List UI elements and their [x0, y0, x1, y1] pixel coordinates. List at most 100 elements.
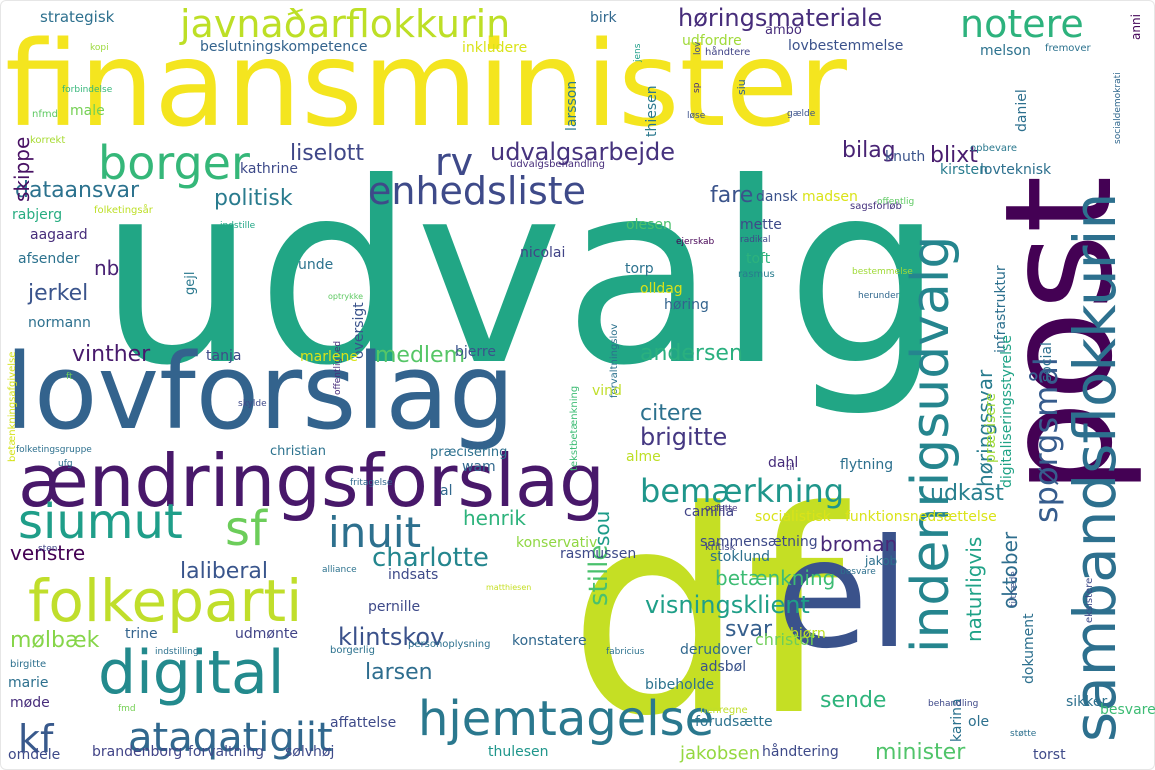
cloud-word-alme: alme — [626, 449, 661, 465]
cloud-word-camilla: camilla — [684, 504, 735, 520]
cloud-word-indstilling: indstilling — [155, 647, 199, 657]
cloud-word-christof: christof — [755, 630, 815, 649]
cloud-word-adsb-l: adsbøl — [700, 659, 747, 675]
cloud-word-blixt: blixt — [930, 143, 978, 168]
cloud-word-fritagelse: fritagelse — [350, 478, 393, 488]
cloud-word-rv: rv — [435, 140, 474, 184]
cloud-word-nb: nb — [94, 256, 120, 280]
cloud-word-fare: fare — [710, 183, 754, 208]
cloud-word-mette: mette — [740, 217, 782, 233]
cloud-word-offentlig: offentlig — [877, 197, 915, 207]
cloud-word-korrekt: korrekt — [30, 135, 66, 146]
cloud-word-sp: sp — [692, 82, 702, 94]
cloud-word-tekstbet-nkning: tekstbetænkning — [569, 385, 580, 471]
cloud-word-sambandsflokkurin: sambandsflokkurin — [1061, 192, 1129, 742]
cloud-word-henregne: henregne — [700, 705, 748, 716]
cloud-word-melson: melson — [980, 43, 1031, 59]
cloud-word-el: el — [776, 508, 910, 682]
cloud-word-madsen: madsen — [802, 189, 858, 205]
cloud-word-lovbestemmelse: lovbestemmelse — [788, 38, 904, 54]
cloud-word-vinther: vinther — [72, 342, 151, 367]
cloud-word-larsen: larsen — [365, 660, 433, 685]
cloud-word-medlem: medlem — [375, 343, 466, 368]
cloud-word-df: df — [568, 452, 845, 770]
cloud-word-inuit: inuit — [328, 508, 422, 557]
cloud-word-affattelse: affattelse — [330, 715, 397, 731]
cloud-word-folkeparti: folkeparti — [28, 567, 303, 635]
cloud-word-fremover: fremover — [1045, 43, 1091, 54]
cloud-word-til: til — [786, 463, 795, 473]
cloud-word-foruds-tte: forudsætte — [695, 714, 773, 730]
cloud-word-opfatte: opfatte — [705, 504, 738, 514]
cloud-word-bjerre: bjerre — [455, 344, 496, 360]
cloud-word-pr-cisering: præcisering — [430, 445, 508, 460]
cloud-word-jakobsen: jakobsen — [680, 743, 761, 764]
cloud-word-dahl: dahl — [768, 455, 799, 471]
cloud-word-rasmus: rasmus — [738, 269, 775, 280]
cloud-word-s-lvh-j: sølvhøj — [285, 744, 335, 760]
cloud-word-rasmussen: rasmussen — [560, 546, 637, 562]
cloud-word-brigitte: brigitte — [640, 423, 728, 451]
cloud-word-st-tte: støtte — [1010, 729, 1037, 739]
cloud-word-naturligvis: naturligvis — [962, 536, 986, 642]
cloud-word-personoplysning: personoplysning — [408, 639, 491, 650]
cloud-word-trine: trine — [125, 626, 158, 642]
cloud-word-matthiesen: matthiesen — [486, 583, 532, 592]
cloud-word-charlotte: charlotte — [372, 543, 489, 573]
cloud-word-herunder: herunder — [858, 291, 900, 301]
cloud-word-udvalgsbehandling: udvalgsbehandling — [510, 159, 605, 170]
cloud-word-sikker: sikker — [1066, 694, 1108, 710]
cloud-word-ha-ndtere: håndtere — [705, 47, 751, 58]
cloud-word-folketingsgruppe: folketingsgruppe — [16, 445, 92, 455]
cloud-word-forvaltning: forvaltning — [188, 744, 265, 760]
cloud-word-sagsforl-b: sagsforløb — [850, 201, 902, 212]
cloud-word-socialdemokrati: socialdemokrati — [1113, 72, 1123, 144]
cloud-word-fabricius: fabricius — [606, 647, 645, 657]
cloud-word-dokument: dokument — [1021, 613, 1037, 685]
cloud-word-radikal: radikal — [740, 235, 771, 245]
cloud-word-thulesen: thulesen — [488, 744, 549, 760]
cloud-word-broman: broman — [820, 532, 898, 556]
cloud-word-skippe: skippe — [10, 136, 34, 202]
cloud-word-skylde: skylde — [238, 399, 267, 409]
cloud-word-ole: ole — [968, 714, 990, 730]
cloud-word-ft: ft — [66, 372, 73, 382]
cloud-word-siu: siu — [735, 79, 748, 96]
cloud-word-borgerlig: borgerlig — [330, 645, 375, 656]
cloud-word-konservativ: konservativ — [516, 535, 598, 551]
cloud-word-jens: jens — [633, 43, 643, 63]
cloud-word-digital: digital — [98, 638, 285, 708]
cloud-word-indsats: indsats — [388, 567, 439, 583]
cloud-word-borger: borger — [98, 136, 250, 190]
cloud-word-h-ringsmateriale: høringsmateriale — [678, 4, 883, 32]
cloud-word-siumut: siumut — [18, 494, 183, 550]
cloud-word-larsson: larsson — [564, 80, 580, 131]
cloud-word-jakob: jakob — [865, 554, 898, 568]
cloud-word-sende: sende — [820, 688, 887, 713]
cloud-word-laliberal: laliberal — [180, 559, 268, 584]
cloud-word-visningsklient: visningsklient — [645, 591, 810, 619]
cloud-word-bilag: bilag — [842, 138, 896, 163]
cloud-word-social: social — [1039, 342, 1055, 383]
cloud-word-dataansvar: dataansvar — [15, 178, 139, 203]
cloud-word-bet-nkning: betænkning — [715, 566, 836, 590]
cloud-word-bibeholde: bibeholde — [645, 677, 715, 693]
cloud-word-vind: vind — [592, 383, 622, 399]
cloud-word-socialistisk: socialistisk — [755, 509, 831, 525]
cloud-word-indenrigsudvalg: indenrigsudvalg — [901, 235, 961, 653]
cloud-word-al: al — [440, 483, 453, 499]
cloud-word-lovforslag: lovforslag — [5, 331, 515, 453]
cloud-word-enhedsliste: enhedsliste — [368, 169, 587, 213]
cloud-word-ufg: ufg — [58, 459, 73, 469]
cloud-word-alliance: alliance — [322, 565, 357, 575]
cloud-word-notere: notere — [960, 2, 1084, 46]
cloud-word-rabjerg: rabjerg — [12, 207, 63, 223]
cloud-word-folketingsa-r: folketingsår — [94, 205, 153, 216]
cloud-word-bem-rkning: bemærkning — [640, 472, 845, 510]
cloud-word-anni: anni — [1129, 13, 1143, 40]
cloud-word-venstre: venstre — [10, 541, 86, 565]
cloud-word-l-se: løse — [687, 111, 706, 121]
cloud-word-ambo: ambo — [765, 23, 802, 38]
cloud-word-liselott: liselott — [290, 141, 365, 166]
cloud-word-kathrine: kathrine — [240, 161, 298, 177]
